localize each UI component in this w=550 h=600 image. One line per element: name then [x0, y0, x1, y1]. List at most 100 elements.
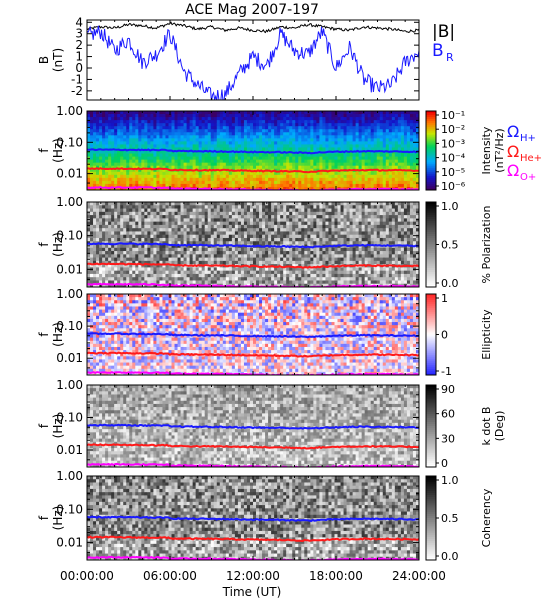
x-tick-label: 24:00:00: [392, 569, 446, 583]
gyro-line-h-plus: [87, 242, 419, 249]
x-axis-label: Time (UT): [222, 585, 282, 599]
colorbar-tick-label: 0: [441, 457, 448, 470]
colorbar: 1 0 -1 Ellipticity: [425, 292, 493, 378]
x-tick-label: 18:00:00: [309, 569, 363, 583]
gyro-legend-subscript: O+: [520, 172, 536, 183]
y-axis-unit: (Hz): [51, 138, 65, 163]
panel-coherency: f (Hz) 1.00 0.10 0.01 1.0 0.5 0.0 Coherency: [37, 469, 493, 563]
gyro-legend: Ω H+Ω He+Ω O+: [507, 122, 542, 183]
y-axis-label: f: [37, 242, 51, 247]
gyro-line-h-plus: [87, 332, 419, 339]
y-tick-label: 1.00: [56, 195, 83, 209]
colorbar-unit: (nT²/Hz): [493, 128, 506, 172]
y-axis-unit: (Hz): [51, 506, 65, 531]
colorbar-frame: [425, 110, 437, 191]
gyro-legend-subscript: He+: [520, 153, 542, 164]
legend-br-subscript: R: [446, 51, 454, 64]
colorbar-tick-label: 1: [441, 292, 448, 305]
colorbar-tick-label: 0.5: [441, 239, 459, 252]
gyro-line-he-plus: [87, 166, 419, 174]
colorbar-label: % Polarization: [480, 206, 493, 284]
y-tick-label: 4: [75, 15, 83, 29]
y-axis-unit: (Hz): [51, 414, 65, 439]
y-axis-label: f: [37, 148, 51, 153]
gyro-line-he-plus: [87, 351, 419, 358]
y-tick-label: 3: [75, 27, 83, 41]
colorbar-tick-label: 1.0: [441, 200, 459, 213]
y-tick-label: 0.01: [56, 167, 83, 181]
gyro-line-he-plus: [87, 535, 419, 543]
y-tick-label: 0.01: [56, 536, 83, 550]
colorbar-label: k dot B: [480, 407, 493, 446]
gyro-legend-symbol: Ω: [507, 161, 519, 180]
colorbar-unit: (Deg): [493, 411, 506, 442]
y-axis-label: f: [37, 515, 51, 520]
colorbar-tick-label: 30: [441, 432, 455, 445]
gyro-line-he-plus: [87, 443, 419, 450]
heatmap-cells: [87, 476, 420, 561]
gyro-legend-subscript: H+: [520, 133, 536, 144]
series-line-br: [87, 25, 419, 100]
legend-magnitude: |B|: [432, 22, 455, 42]
y-tick-label: -2: [71, 84, 83, 98]
y-tick-label: 0: [75, 61, 83, 75]
colorbar-tick-label: 10⁻¹: [441, 109, 465, 122]
y-tick-label: 0.10: [56, 502, 83, 516]
y-tick-label: 0.10: [56, 319, 83, 333]
x-axis: 00:00:00 06:00:00 12:00:00 18:00:00 24:00:00: [60, 569, 446, 583]
y-tick-label: 1.00: [56, 104, 83, 118]
figure-title: ACE Mag 2007-197: [185, 2, 319, 18]
y-tick-label: 1.00: [56, 287, 83, 301]
colorbar: 1.0 0.5 0.0 % Polarization: [425, 200, 493, 290]
y-tick-label: 1.00: [56, 469, 83, 483]
y-tick-label: 2: [75, 38, 83, 52]
colorbar-tick-label: 10⁻⁴: [441, 152, 466, 165]
y-tick-label: 0.10: [56, 135, 83, 149]
y-axis-label: B: [37, 56, 51, 64]
colorbar-tick-label: 0.0: [441, 277, 459, 290]
gyro-line-h-plus: [87, 148, 419, 155]
y-axis-unit: (Hz): [51, 232, 65, 257]
legend-br: B: [432, 41, 444, 61]
colorbar-tick-label: 0.5: [441, 512, 459, 525]
y-tick-label: 0.01: [56, 351, 83, 365]
colorbar-tick-label: 10⁻²: [441, 123, 465, 136]
colorbar: 1.0 0.5 0.0 Coherency: [425, 474, 493, 563]
colorbar-label: Coherency: [480, 488, 493, 547]
colorbar-frame: [425, 384, 437, 468]
colorbar-label: Ellipticity: [480, 309, 493, 360]
y-axis-unit: (nT): [51, 48, 65, 72]
y-tick-label: 0.10: [56, 229, 83, 243]
y-tick-label: 1: [75, 50, 83, 64]
gyro-legend-symbol: Ω: [507, 122, 519, 141]
colorbar-tick-label: 1.0: [441, 474, 459, 487]
gyro-legend-symbol: Ω: [507, 142, 519, 161]
x-tick-label: 12:00:00: [226, 569, 280, 583]
gyro-line-h-plus: [87, 515, 419, 523]
colorbar-tick-label: 10⁻³: [441, 137, 465, 150]
series-line-magnitude: [87, 21, 419, 34]
y-tick-label: 0.01: [56, 443, 83, 457]
colorbar-tick-label: 0.0: [441, 550, 459, 563]
gyro-line-h-plus: [87, 423, 419, 430]
y-tick-label: 0.01: [56, 262, 83, 276]
panel-kdotb: f (Hz) 1.00 0.10 0.01 90 60 30 0 k dot B (Deg): [37, 378, 506, 470]
y-tick-label: 0.10: [56, 411, 83, 425]
panel-ellipticity: f (Hz) 1.00 0.10 0.01 1 0 -1 Ellipticity: [37, 287, 493, 378]
x-tick-label: 00:00:00: [60, 569, 114, 583]
colorbar-tick-label: 0: [441, 329, 448, 342]
colorbar-tick-label: 10⁻⁵: [441, 166, 465, 179]
panel-intensity: f (Hz) 1.00 0.10 0.01 10⁻¹10⁻²10⁻³ 10⁻⁴10⁻⁵10⁻…: [37, 104, 506, 193]
colorbar-tick-label: -1: [441, 365, 452, 378]
panel-polarization: f (Hz) 1.00 0.10 0.01 1.0 0.5 0.0 % Polarization: [37, 195, 493, 290]
colorbar: 10⁻¹10⁻²10⁻³ 10⁻⁴10⁻⁵10⁻⁶ Intensity (nT²/Hz…: [425, 109, 506, 193]
x-tick-label: 06:00:00: [143, 569, 197, 583]
gyro-line-he-plus: [87, 262, 419, 269]
y-axis-label: f: [37, 423, 51, 428]
heatmap-cells: [87, 385, 420, 468]
y-axis-unit: (Hz): [51, 322, 65, 347]
y-tick-label: -1: [71, 72, 83, 86]
